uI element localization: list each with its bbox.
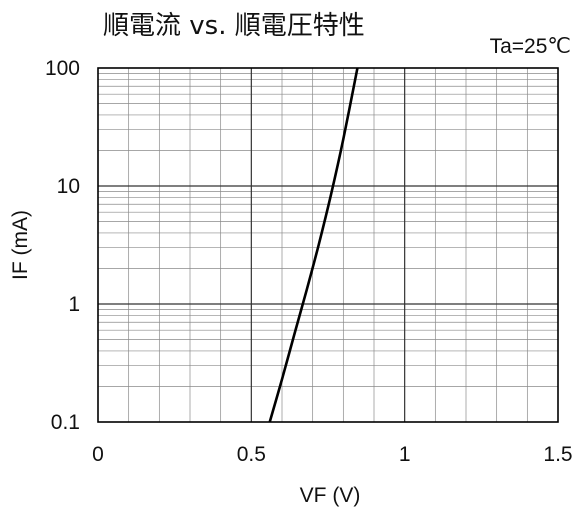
major-gridlines — [98, 68, 558, 422]
series-line — [268, 67, 359, 423]
y-tick-label: 100 — [45, 57, 80, 80]
x-axis-label: VF (V) — [300, 484, 361, 507]
x-tick-label: 0.5 — [237, 443, 266, 466]
temperature-annotation: Ta=25℃ — [490, 35, 571, 58]
y-tick-label: 1 — [68, 293, 80, 316]
minor-gridlines — [98, 68, 558, 422]
y-tick-label: 10 — [57, 175, 80, 198]
x-tick-labels: 0 0.5 1 1.5 — [92, 443, 572, 466]
chart-title: 順電流 vs. 順電圧特性 — [103, 11, 365, 41]
y-tick-labels: 0.1 1 10 100 — [45, 57, 80, 434]
y-axis-label: IF (mA) — [9, 210, 32, 280]
x-tick-label: 1 — [399, 443, 411, 466]
plot-area — [97, 67, 559, 423]
x-tick-label: 0 — [92, 443, 104, 466]
y-tick-label: 0.1 — [51, 411, 80, 434]
x-tick-label: 1.5 — [543, 443, 572, 466]
